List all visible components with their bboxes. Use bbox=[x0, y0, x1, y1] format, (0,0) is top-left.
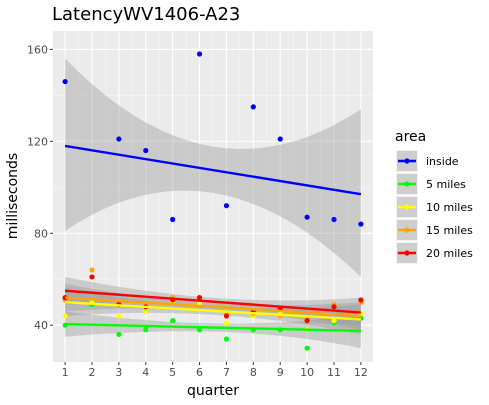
data-point bbox=[331, 216, 337, 223]
legend-title: area bbox=[395, 129, 426, 145]
x-tick-label: 5 bbox=[169, 366, 176, 379]
fit-line bbox=[65, 322, 361, 333]
x-tick-label: 3 bbox=[115, 366, 122, 379]
legend-key-point bbox=[404, 250, 410, 256]
data-point bbox=[304, 345, 310, 351]
data-point bbox=[143, 147, 149, 154]
data-point bbox=[277, 136, 283, 142]
data-point bbox=[196, 51, 203, 57]
data-point bbox=[116, 313, 122, 319]
data-point bbox=[170, 216, 176, 223]
x-tick-label: 9 bbox=[277, 366, 284, 379]
data-point bbox=[304, 318, 310, 324]
data-point bbox=[89, 274, 95, 280]
data-point bbox=[89, 267, 95, 273]
data-point bbox=[116, 136, 122, 142]
legend-label: 5 miles bbox=[426, 178, 466, 191]
fit-line bbox=[65, 301, 361, 321]
legend-label: 10 miles bbox=[426, 201, 473, 214]
legend-label: 20 miles bbox=[426, 247, 473, 260]
y-tick-label: 80 bbox=[34, 227, 48, 240]
data-point bbox=[143, 308, 149, 315]
data-point bbox=[304, 214, 310, 220]
data-point bbox=[250, 104, 256, 110]
data-point bbox=[143, 327, 149, 333]
data-point bbox=[331, 318, 337, 324]
data-point bbox=[62, 78, 68, 85]
x-axis-title: quarter bbox=[187, 383, 239, 399]
data-point bbox=[116, 331, 122, 338]
fit-line bbox=[64, 144, 362, 196]
x-tick-label: 2 bbox=[88, 366, 95, 379]
legend-key-point bbox=[404, 181, 410, 187]
legend-key-point bbox=[404, 204, 410, 210]
legend-key-point bbox=[404, 158, 410, 164]
fit-lines bbox=[64, 144, 362, 333]
data-point bbox=[62, 313, 68, 319]
y-tick-label: 120 bbox=[27, 135, 48, 148]
data-point bbox=[223, 203, 230, 209]
data-point bbox=[170, 318, 176, 324]
x-tick-label: 6 bbox=[196, 366, 203, 379]
y-tick-label: 160 bbox=[27, 43, 48, 56]
chart-title: LatencyWV1406-A23 bbox=[52, 4, 240, 25]
confidence-band bbox=[65, 58, 361, 277]
x-tick-label: 8 bbox=[250, 366, 257, 379]
data-point bbox=[196, 327, 203, 333]
x-tick-label: 11 bbox=[327, 366, 341, 379]
fit-line bbox=[65, 289, 361, 314]
legend-key-point bbox=[404, 227, 410, 233]
x-tick-label: 12 bbox=[354, 366, 368, 379]
legend-label: 15 miles bbox=[426, 224, 473, 237]
x-tick-label: 7 bbox=[223, 366, 230, 379]
legend: area inside 5 miles 10 miles 15 miles 20 mil… bbox=[395, 129, 473, 264]
data-point bbox=[223, 313, 230, 319]
data-point bbox=[223, 320, 230, 326]
y-tick-label: 40 bbox=[34, 319, 48, 332]
data-point bbox=[331, 304, 337, 310]
data-point bbox=[223, 336, 230, 342]
x-tick-label: 1 bbox=[62, 366, 69, 379]
data-points bbox=[62, 51, 364, 351]
x-tick-label: 10 bbox=[300, 366, 314, 379]
fit-line bbox=[65, 296, 361, 318]
data-point bbox=[358, 297, 364, 303]
confidence-band bbox=[65, 311, 361, 349]
x-tick-label: 4 bbox=[142, 366, 149, 379]
data-point bbox=[196, 295, 203, 301]
legend-label: inside bbox=[426, 155, 459, 168]
data-point bbox=[358, 221, 364, 227]
y-axis-title: milliseconds bbox=[5, 153, 21, 239]
